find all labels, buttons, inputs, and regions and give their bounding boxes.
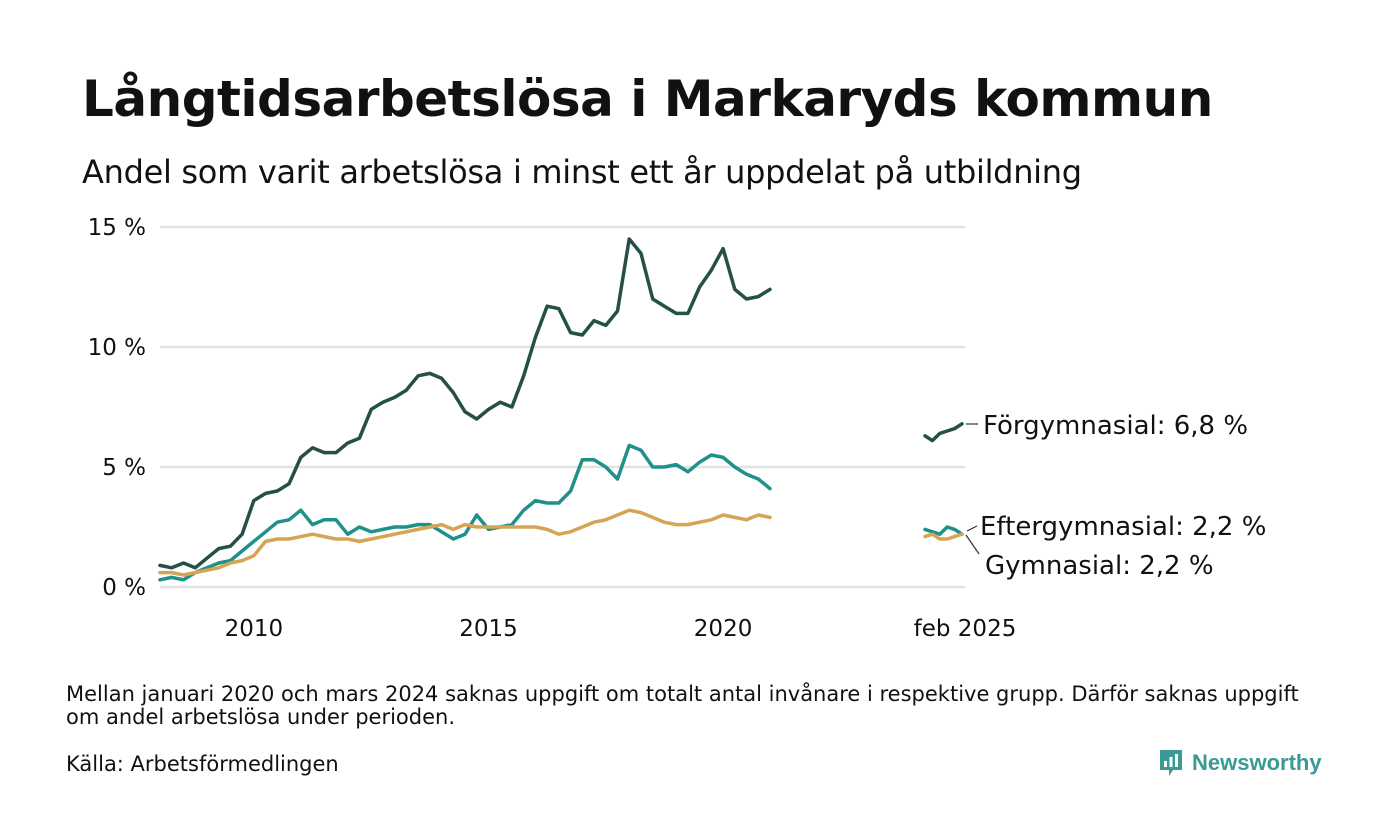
y-tick-label: 10 % [88, 335, 146, 361]
line-chart: 0 % 5 % 10 % 15 % 2010 2015 2020 feb 2025 Förg… [88, 215, 1267, 642]
y-axis-ticks: 0 % 5 % 10 % 15 % [88, 215, 146, 601]
y-tick-label: 0 % [102, 575, 146, 601]
series-end-label: Förgymnasial: 6,8 % [983, 411, 1248, 441]
brand-name: Newsworthy [1192, 750, 1322, 775]
series-end-label: Eftergymnasial: 2,2 % [980, 512, 1266, 542]
x-tick-label: 2010 [225, 616, 284, 642]
chart-subtitle: Andel som varit arbetslösa i minst ett å… [82, 153, 1082, 191]
brand-logo: Newsworthy [1158, 748, 1322, 778]
gridlines [160, 225, 965, 589]
series-lines [158, 237, 964, 582]
series-end-labels: Förgymnasial: 6,8 % Eftergymnasial: 2,2 %… [965, 411, 1266, 581]
label-connector [966, 525, 978, 532]
series-line-eftergymnasial [923, 525, 964, 536]
series-end-label: Gymnasial: 2,2 % [985, 551, 1214, 581]
chart-title: Långtidsarbetslösa i Markaryds kommun [82, 70, 1213, 128]
x-axis-ticks: 2010 2015 2020 feb 2025 [225, 616, 1017, 642]
series-line-förgymnasial [923, 422, 964, 443]
series-line-eftergymnasial [158, 443, 772, 582]
y-tick-label: 15 % [88, 215, 146, 241]
source-note: Källa: Arbetsförmedlingen [66, 752, 339, 776]
x-tick-label-latest: feb 2025 [914, 616, 1017, 642]
footnote: Mellan januari 2020 och mars 2024 saknas… [66, 682, 1299, 729]
x-tick-label: 2020 [694, 616, 753, 642]
series-line-gymnasial [923, 532, 964, 541]
y-tick-label: 5 % [102, 455, 146, 481]
newsworthy-logo-icon [1160, 750, 1182, 776]
label-connector [965, 534, 980, 555]
series-line-förgymnasial [158, 237, 772, 570]
x-tick-label: 2015 [459, 616, 518, 642]
series-line-gymnasial [158, 508, 772, 577]
